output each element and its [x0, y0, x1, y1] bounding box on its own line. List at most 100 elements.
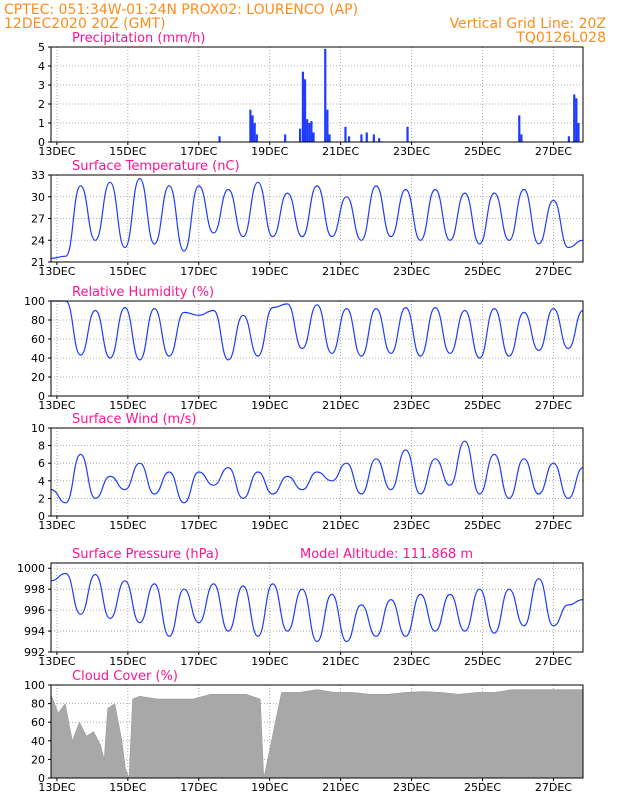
precip-bar-22: [406, 126, 409, 142]
wind-xtick-4: 21DEC: [322, 519, 359, 532]
precip-title: Precipitation (mm/h): [72, 31, 205, 46]
humidity-ytick-2: 40: [31, 352, 45, 365]
precip-ytick-5: 5: [38, 41, 45, 54]
precip-bar-16: [344, 126, 347, 142]
pressure-xtick-3: 19DEC: [251, 655, 288, 668]
pressure-xtick-1: 15DEC: [109, 655, 146, 668]
precip-xtick-0: 13DEC: [38, 145, 75, 158]
temp-xtick-6: 25DEC: [464, 265, 501, 278]
precip-bar-18: [360, 134, 363, 142]
header-grid-note: Vertical Grid Line: 20Z: [450, 16, 606, 32]
cloud-ytick-2: 40: [31, 735, 45, 748]
humidity-series-line: [50, 300, 584, 361]
temp-xtick-7: 27DEC: [535, 265, 572, 278]
wind-frame: [50, 427, 584, 517]
cloud-ytick-0: 0: [38, 772, 45, 785]
precip-xtick-3: 19DEC: [251, 145, 288, 158]
precip-bar-28: [577, 123, 580, 142]
humidity-panel: Relative Humidity (%) 0 20 40 60 80 100 13DEC 15…: [24, 285, 584, 412]
precip-bar-17: [347, 136, 351, 142]
cloud-panel: Cloud Cover (%) 0 20 40 60 80 100 13DEC 15DEC 17D…: [24, 669, 584, 794]
precip-xtick-5: 23DEC: [393, 145, 430, 158]
precip-bar-20: [372, 134, 375, 142]
precip-xtick-2: 17DEC: [180, 145, 217, 158]
wind-ytick-5: 10: [31, 422, 45, 435]
temp-xtick-2: 17DEC: [180, 265, 217, 278]
pressure-xtick-2: 17DEC: [180, 655, 217, 668]
cloud-xtick-5: 23DEC: [393, 781, 430, 794]
precip-bar-24: [520, 134, 523, 142]
precip-bar-23: [518, 115, 521, 142]
pressure-ytick-3: 998: [24, 583, 45, 596]
precip-bar-5: [284, 134, 287, 142]
header-run: 12DEC2020 20Z (GMT): [4, 16, 166, 32]
pressure-panel: Surface Pressure (hPa) Model Altitude: 11…: [17, 547, 584, 668]
pressure-frame: [50, 562, 584, 653]
wind-xtick-5: 23DEC: [393, 519, 430, 532]
wind-xtick-0: 13DEC: [38, 519, 75, 532]
cloud-xtick-6: 25DEC: [464, 781, 501, 794]
cloud-cover-area: [50, 689, 584, 779]
wind-xtick-3: 19DEC: [251, 519, 288, 532]
precip-ytick-3: 3: [38, 79, 45, 92]
precip-bar-6: [298, 128, 302, 142]
humidity-frame: [50, 300, 584, 397]
humidity-ytick-4: 80: [31, 314, 45, 327]
pressure-xtick-0: 13DEC: [38, 655, 75, 668]
temp-ytick-0: 21: [31, 256, 45, 269]
wind-ytick-0: 0: [38, 510, 45, 523]
precip-frame: [50, 46, 584, 143]
humidity-ytick-1: 20: [31, 371, 45, 384]
humidity-xtick-5: 23DEC: [393, 399, 430, 412]
temp-xtick-4: 21DEC: [322, 265, 359, 278]
pressure-xtick-7: 27DEC: [535, 655, 572, 668]
temp-xtick-3: 19DEC: [251, 265, 288, 278]
pressure-ytick-1: 994: [24, 625, 45, 638]
cloud-ytick-5: 100: [24, 679, 45, 692]
pressure-annotation: Model Altitude: 111.868 m: [300, 547, 473, 562]
precip-ytick-4: 4: [38, 60, 45, 73]
cloud-xtick-7: 27DEC: [535, 781, 572, 794]
temp-xtick-1: 15DEC: [109, 265, 146, 278]
temp-series-line: [50, 177, 584, 259]
pressure-ytick-2: 996: [24, 604, 45, 617]
cloud-xtick-3: 19DEC: [251, 781, 288, 794]
precip-bar-8: [303, 79, 307, 142]
humidity-xtick-3: 19DEC: [251, 399, 288, 412]
temp-title: Surface Temperature (nC): [72, 159, 240, 174]
wind-xtick-6: 25DEC: [464, 519, 501, 532]
wind-ytick-2: 4: [38, 475, 45, 488]
wind-xtick-7: 27DEC: [535, 519, 572, 532]
wind-series-line: [50, 440, 584, 504]
cloud-ytick-3: 60: [31, 716, 45, 729]
pressure-xtick-4: 21DEC: [322, 655, 359, 668]
cloud-ytick-1: 20: [31, 753, 45, 766]
precip-bar-3: [253, 123, 256, 142]
pressure-xtick-6: 25DEC: [464, 655, 501, 668]
precip-bar-27: [575, 98, 578, 142]
precip-bar-2: [251, 115, 254, 142]
precip-bar-10: [308, 123, 311, 142]
cloud-xtick-4: 21DEC: [322, 781, 359, 794]
precip-bar-4: [255, 134, 258, 142]
cloud-xtick-1: 15DEC: [109, 781, 146, 794]
temp-frame: [50, 174, 584, 263]
temp-ytick-3: 30: [31, 191, 45, 204]
precip-ytick-2: 2: [38, 98, 45, 111]
precip-xtick-1: 15DEC: [109, 145, 146, 158]
header-station: CPTEC: 051:34W-01:24N PROX02: LOURENCO (…: [4, 2, 358, 18]
precip-bar-12: [312, 132, 315, 142]
pressure-title: Surface Pressure (hPa): [72, 547, 219, 562]
humidity-title: Relative Humidity (%): [72, 285, 214, 300]
temp-ytick-4: 33: [31, 169, 45, 182]
precip-bar-25: [567, 136, 571, 142]
wind-xtick-2: 17DEC: [180, 519, 217, 532]
humidity-xtick-6: 25DEC: [464, 399, 501, 412]
humidity-xtick-7: 27DEC: [535, 399, 572, 412]
precip-bar-19: [365, 132, 368, 142]
precip-bar-1: [249, 109, 252, 142]
cloud-ytick-4: 80: [31, 698, 45, 711]
precip-xtick-4: 21DEC: [322, 145, 359, 158]
temp-ytick-1: 24: [31, 234, 45, 247]
